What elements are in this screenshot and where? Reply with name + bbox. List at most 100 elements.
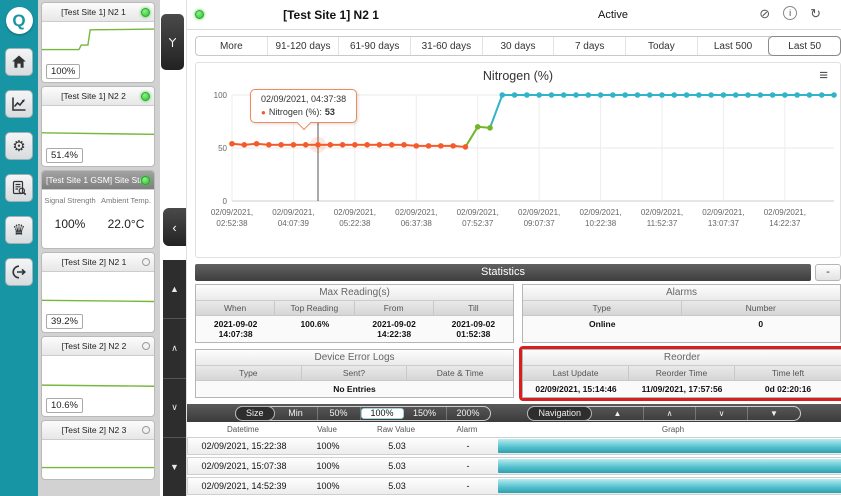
site-card-stats: Signal Strength 100% Ambient Temp. 22.0°C: [42, 190, 154, 248]
alarms-title: Alarms: [523, 285, 840, 301]
nav-down-button[interactable]: ∨: [696, 406, 748, 420]
site-card-header[interactable]: [Test Site 1 GSM] Site Stats: [42, 171, 154, 190]
reading-value: 100%: [316, 481, 340, 491]
filter-tab-30-days[interactable]: 30 days: [483, 37, 555, 55]
disable-icon[interactable]: ⊘: [759, 5, 771, 21]
filter-tab-today[interactable]: Today: [626, 37, 698, 55]
scroll-down-button[interactable]: ∨: [163, 379, 186, 438]
filter-tab-61-90-days[interactable]: 61-90 days: [339, 37, 412, 55]
device-error-logs-table: Device Error Logs Type Sent? Date & Time No …: [195, 349, 514, 398]
filter-tab-91-120-days[interactable]: 91-120 days: [268, 37, 340, 55]
reading-graph-cell: [498, 479, 841, 493]
size-control-group: Size Min 50% 100% 150% 200%: [235, 405, 491, 421]
sidebar-home-button[interactable]: [5, 48, 33, 76]
site-card[interactable]: [Test Site 1 GSM] Site Stats Signal Stren…: [41, 170, 155, 249]
alarms-col-header: Number: [681, 301, 840, 316]
alarms-header-row: Type Number: [523, 301, 840, 316]
reorder-col-header: Last Update: [523, 366, 629, 381]
size-option-100[interactable]: 100%: [360, 407, 404, 419]
reorder-cell: 0d 02:20:16: [764, 384, 812, 394]
card-value-chip: 10.6%: [46, 398, 83, 413]
logout-icon: [12, 265, 26, 279]
site-card-header[interactable]: [Test Site 2] N2 2: [42, 337, 154, 356]
size-option-200[interactable]: 200%: [456, 408, 480, 418]
svg-text:02/09/2021,02:52:38: 02/09/2021, 02:52:38: [211, 208, 253, 228]
nav-up-button[interactable]: ∧: [644, 406, 696, 420]
scroll-top-button[interactable]: ▲: [163, 260, 186, 320]
alarms-cell: Online: [589, 319, 616, 329]
site-card-title: [Test Site 2] N2 2: [61, 341, 127, 351]
alarms-table: Alarms Type Number Online 0: [522, 284, 841, 343]
reorder-highlight-outline: Reorder Last Update Reorder Time Time left 0…: [519, 346, 841, 401]
reading-row[interactable]: 02/09/2021, 14:52:39 100% 5.03 -: [187, 477, 841, 495]
site-stat: Ambient Temp. 22.0°C: [98, 190, 154, 248]
sidebar-premium-button[interactable]: ♛: [5, 216, 33, 244]
log-search-icon: [12, 180, 27, 196]
panel-collapse-button[interactable]: ‹: [163, 208, 186, 246]
site-card-header[interactable]: [Test Site 1] N2 2: [42, 87, 154, 106]
device-error-logs-col-header: Type: [196, 366, 302, 381]
filter-tab-31-60-days[interactable]: 31-60 days: [411, 37, 483, 55]
chart-plot-area[interactable]: 0 50 100 02/09/2021, 02:52:38 02/09/2021, 04:0…: [200, 83, 840, 254]
sidebar-logs-button[interactable]: [5, 174, 33, 202]
statistics-collapse-button[interactable]: -: [815, 264, 841, 281]
filter-tab-last-500[interactable]: Last 500: [698, 37, 770, 55]
sidebar-charts-button[interactable]: [5, 90, 33, 118]
scroll-bottom-button[interactable]: ▼: [163, 438, 186, 496]
statistics-section-header[interactable]: Statistics: [195, 264, 811, 281]
app-logo[interactable]: Q: [5, 7, 33, 34]
nitrogen-chart-card: Nitrogen (%) ≡ 0 50 100 02/09/2021, 02:52:38…: [195, 62, 841, 258]
size-option-min[interactable]: Min: [275, 406, 318, 420]
reading-row[interactable]: 02/09/2021, 15:07:38 100% 5.03 -: [187, 457, 841, 475]
max-readings-title: Max Reading(s): [196, 285, 513, 301]
reading-graph-bar: [498, 439, 841, 453]
column-header-alarm: Alarm: [456, 425, 478, 434]
svg-text:50: 50: [218, 144, 227, 153]
antenna-tab-button[interactable]: [161, 14, 184, 70]
filter-tab-last-50[interactable]: Last 50: [769, 37, 841, 55]
max-readings-col-header: When: [196, 301, 276, 316]
nav-bottom-button[interactable]: ▼: [770, 408, 778, 418]
site-card-header[interactable]: [Test Site 2] N2 3: [42, 421, 154, 440]
navigation-label: Navigation: [527, 405, 592, 421]
refresh-icon[interactable]: ↻: [810, 5, 821, 21]
sidebar-settings-button[interactable]: ⚙: [5, 132, 33, 160]
max-readings-cell: 100.6%: [300, 319, 330, 329]
site-card-title: [Test Site 2] N2 3: [61, 425, 127, 435]
site-card-header[interactable]: [Test Site 1] N2 1: [42, 3, 154, 22]
site-card-header[interactable]: [Test Site 2] N2 1: [42, 253, 154, 272]
sidebar-logout-button[interactable]: [5, 258, 33, 286]
device-status: Active: [598, 9, 628, 21]
site-stat-value: 100%: [54, 217, 86, 231]
card-value-chip: 51.4%: [46, 148, 83, 163]
alarms-value-row: Online 0: [523, 316, 840, 332]
reading-row[interactable]: 02/09/2021, 15:22:38 100% 5.03 -: [187, 437, 841, 455]
tooltip-value-line: ● Nitrogen (%): 53: [261, 107, 346, 117]
info-icon[interactable]: i: [783, 6, 798, 20]
site-card[interactable]: [Test Site 2] N2 3: [41, 420, 155, 480]
table-toolbar: Size Min 50% 100% 150% 200% Navigation ▲ ∧ ∨ ▼: [187, 404, 841, 422]
scroll-up-button[interactable]: ∧: [163, 319, 186, 379]
navigation-control-group: Navigation ▲ ∧ ∨ ▼: [527, 405, 801, 421]
max-readings-col-header: Till: [433, 301, 513, 316]
nav-top-button[interactable]: ▲: [592, 406, 644, 420]
sidebar: Q ⚙ ♛: [0, 0, 38, 496]
filter-tab-more[interactable]: More: [196, 37, 268, 55]
filter-tab-7-days[interactable]: 7 days: [554, 37, 627, 55]
site-card[interactable]: [Test Site 1] N2 1 100%: [41, 2, 155, 83]
svg-text:02/09/2021,07:52:37: 02/09/2021, 07:52:37: [457, 208, 499, 228]
alarms-col-header: Type: [523, 301, 682, 316]
max-readings-cell: 2021-09-02 14:22:38: [372, 319, 416, 339]
site-card[interactable]: [Test Site 2] N2 1 39.2%: [41, 252, 155, 333]
chart-menu-icon[interactable]: ≡: [819, 67, 828, 84]
sparkline-chart: [42, 384, 154, 387]
status-offline-icon: [142, 258, 150, 266]
reading-alarm: -: [466, 441, 470, 451]
device-error-logs-header-row: Type Sent? Date & Time: [196, 366, 513, 381]
size-option-150[interactable]: 150%: [404, 406, 447, 420]
site-card[interactable]: [Test Site 1] N2 2 51.4%: [41, 86, 155, 167]
site-card[interactable]: [Test Site 2] N2 2 10.6%: [41, 336, 155, 417]
size-option-50[interactable]: 50%: [318, 406, 361, 420]
reading-graph-cell: [498, 439, 841, 453]
